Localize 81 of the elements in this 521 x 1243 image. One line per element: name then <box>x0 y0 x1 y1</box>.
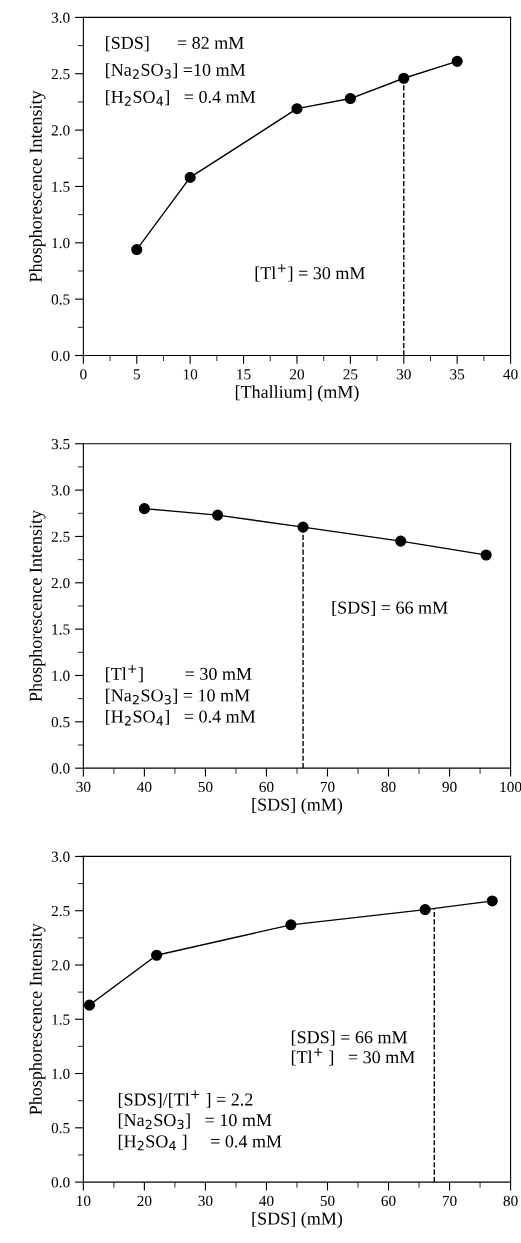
y-tick-label: 2.0 <box>51 125 70 136</box>
point <box>184 171 196 183</box>
x-tick-label: 60 <box>381 1195 396 1207</box>
point <box>131 244 143 256</box>
x-axis-title: [SDS] (mM) <box>252 1211 343 1229</box>
x-tick-label: 70 <box>320 781 335 793</box>
x-tick-label: 80 <box>503 1195 518 1207</box>
x-tick-label: 70 <box>442 1195 457 1207</box>
point <box>151 949 163 961</box>
x-tick-label: 0 <box>80 369 87 380</box>
x-tick-label: 35 <box>450 369 465 380</box>
annotation: [SDS] = 66 mM <box>291 1030 408 1046</box>
point <box>291 103 303 115</box>
point <box>344 92 356 105</box>
y-tick-label: 0.5 <box>51 294 70 305</box>
y-axis-title: Phosphorescence Intensity <box>29 90 46 282</box>
x-tick-label: 50 <box>320 1195 335 1207</box>
point <box>419 904 431 916</box>
y-tick-label: 1.0 <box>52 1068 70 1080</box>
x-tick-label: 10 <box>183 369 198 380</box>
annotation: [Tl$^{+}$] = 30 mM <box>255 264 365 282</box>
x-tick-label: 40 <box>137 781 152 793</box>
annotation: [SDS] = 82 mM <box>106 36 244 52</box>
point <box>83 999 96 1011</box>
annotation: [H$_{2}$SO$_{4}$ ] = 0.4 mM <box>118 1134 282 1151</box>
x-tick-label: 50 <box>198 781 213 793</box>
x-tick-label: 40 <box>503 369 518 380</box>
x-tick-label: 30 <box>76 781 91 793</box>
point <box>285 919 297 931</box>
y-tick-label: 0.5 <box>51 716 70 728</box>
y-tick-label: 3.0 <box>51 485 70 496</box>
y-tick-label: 3.5 <box>51 438 70 450</box>
annotation: [Tl$^{+}$] = 30 mM <box>106 664 252 683</box>
x-tick-label: 10 <box>77 1195 91 1207</box>
point <box>212 509 224 521</box>
x-axis-title: [Thallium] (mM) <box>235 385 359 402</box>
x-tick-label: 60 <box>259 781 274 793</box>
x-tick-label: 100 <box>500 781 521 793</box>
point <box>451 55 463 67</box>
annotation: [Na$_{2}$SO$_{3}$] =10 mM <box>106 63 246 79</box>
y-tick-label: 2.5 <box>51 531 70 542</box>
y-tick-label: 0.0 <box>51 350 70 362</box>
y-tick-label: 0.5 <box>51 1122 70 1134</box>
x-tick-label: 80 <box>381 781 396 793</box>
point <box>480 549 492 561</box>
y-tick-label: 2.5 <box>51 905 70 917</box>
y-tick-label: 0.0 <box>51 763 70 774</box>
x-tick-label: 30 <box>198 1195 213 1207</box>
point <box>395 535 407 547</box>
y-tick-label: 3.0 <box>51 12 70 23</box>
annotation: [SDS] = 66 mM <box>332 601 448 616</box>
y-axis-title: Phosphorescence Intensity <box>29 923 46 1115</box>
x-tick-label: 25 <box>343 369 358 380</box>
y-tick-label: 1.5 <box>52 181 70 192</box>
y-tick-label: 1.0 <box>52 670 70 681</box>
point <box>398 72 410 84</box>
annotation: [Na$_{2}$SO$_{3}$] = 10 mM <box>118 1113 272 1130</box>
y-tick-label: 2.0 <box>51 577 70 589</box>
y-tick-label: 1.5 <box>52 1014 70 1025</box>
x-axis-title: [SDS] (mM) <box>252 798 343 815</box>
x-tick-label: 40 <box>259 1195 274 1207</box>
y-tick-label: 0.0 <box>51 1177 70 1188</box>
x-tick-label: 90 <box>442 781 457 793</box>
y-axis-title: Phosphorescence Intensity <box>29 510 46 702</box>
annotation: [H$_{2}$SO$_{4}$] = 0.4 mM <box>106 90 256 106</box>
point <box>486 895 498 907</box>
y-tick-label: 2.0 <box>51 960 70 971</box>
y-tick-label: 1.5 <box>52 624 70 635</box>
y-tick-label: 3.0 <box>51 851 70 862</box>
x-tick-label: 20 <box>137 1195 152 1207</box>
x-tick-label: 15 <box>237 369 251 380</box>
annotation: [Tl$^{+}$ ] = 30 mM <box>291 1048 415 1066</box>
x-tick-label: 5 <box>133 369 140 380</box>
y-tick-label: 1.0 <box>52 237 70 249</box>
x-tick-label: 30 <box>396 369 411 380</box>
annotation: [Na$_{2}$SO$_{3}$] = 10 mM <box>106 688 250 705</box>
annotation: [SDS]/[Tl$^{+}$ ] = 2.2 <box>118 1090 253 1108</box>
point <box>138 503 150 515</box>
x-tick-label: 20 <box>290 369 305 380</box>
annotation: [H$_{2}$SO$_{4}$] = 0.4 mM <box>106 709 256 726</box>
y-tick-label: 2.5 <box>51 68 70 80</box>
